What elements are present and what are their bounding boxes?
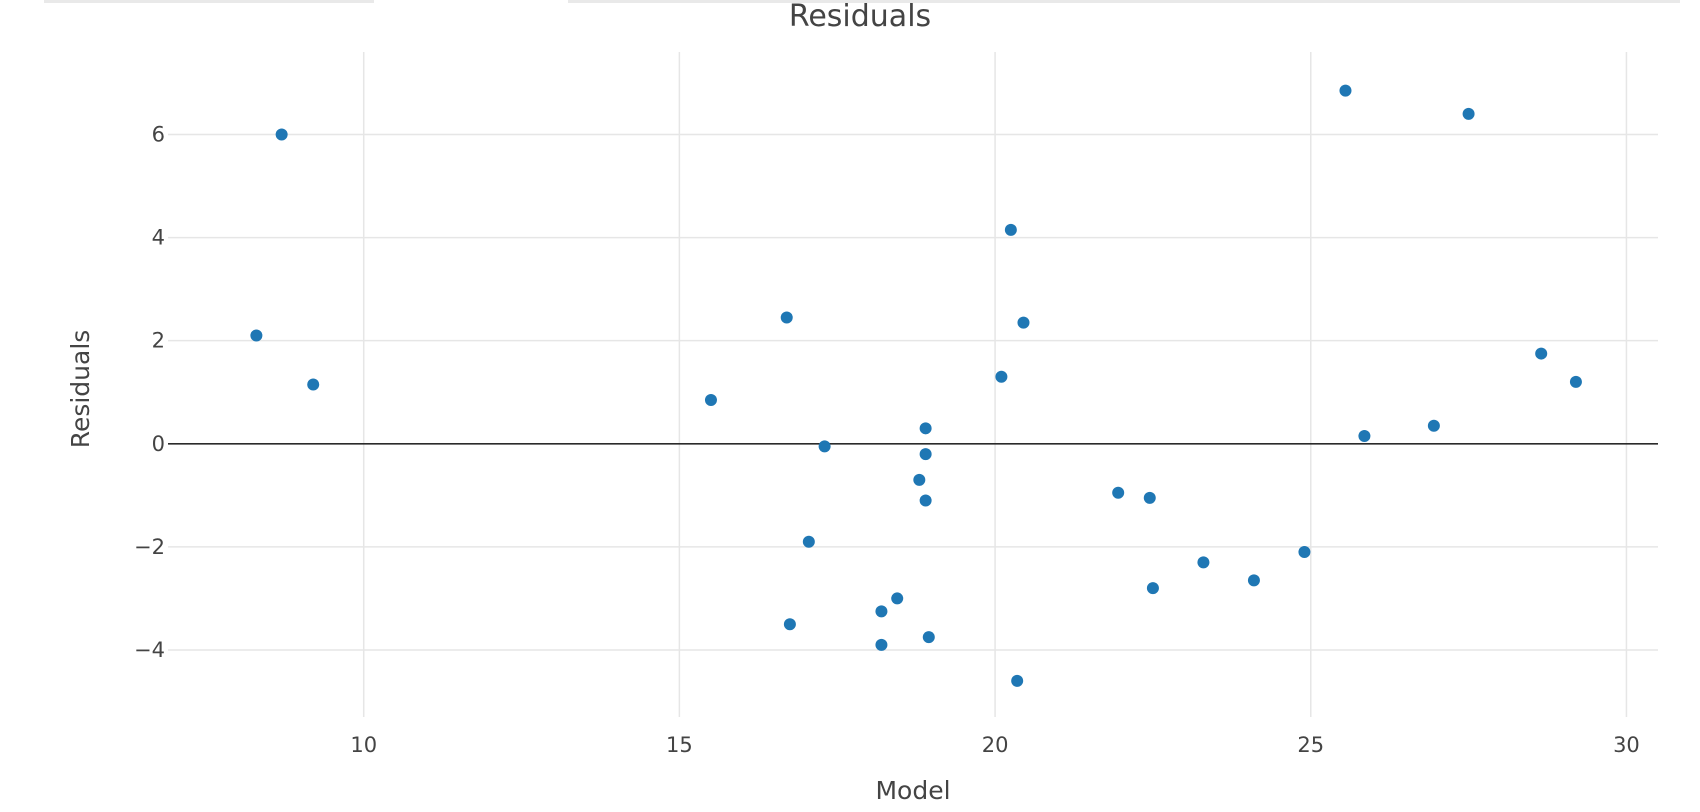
data-point [913, 473, 926, 486]
data-point [1462, 107, 1475, 120]
x-tick-label: 25 [1297, 733, 1324, 757]
x-tick-label: 30 [1613, 733, 1640, 757]
data-point [250, 329, 263, 342]
data-point [1011, 674, 1024, 687]
y-tick-label: −4 [134, 638, 165, 662]
data-point [995, 370, 1008, 383]
y-axis-title: Residuals [66, 330, 95, 449]
y-tick-labels: −4 −2 0 2 4 6 [134, 122, 165, 662]
data-point [783, 618, 796, 631]
data-point [919, 422, 932, 435]
points-layer [250, 84, 1582, 687]
data-point [1298, 546, 1311, 559]
data-point [780, 311, 793, 324]
grid-layer [168, 52, 1658, 717]
data-point [1535, 347, 1548, 360]
x-tick-label: 10 [350, 733, 377, 757]
data-point [1004, 223, 1017, 236]
data-point [1146, 582, 1159, 595]
data-point [307, 378, 320, 391]
x-tick-label: 15 [666, 733, 693, 757]
y-tick-label: 2 [152, 329, 165, 353]
data-point [1112, 486, 1125, 499]
data-point [875, 638, 888, 651]
chart-title: Residuals [789, 0, 931, 34]
tab-strip-right [568, 0, 1680, 3]
y-tick-label: −2 [134, 535, 165, 559]
x-tick-labels: 10 15 20 25 30 [350, 733, 1639, 757]
tab-strip-left [44, 0, 374, 3]
data-point [1143, 491, 1156, 504]
data-point [1339, 84, 1352, 97]
data-point [1569, 375, 1582, 388]
data-point [1358, 430, 1371, 443]
y-tick-label: 0 [152, 432, 165, 456]
y-tick-label: 4 [152, 226, 165, 250]
y-tick-label: 6 [152, 122, 165, 146]
data-point [875, 605, 888, 618]
data-point [1427, 419, 1440, 432]
x-axis-title: Model [875, 776, 950, 805]
data-point [1017, 316, 1030, 329]
data-point [704, 393, 717, 406]
data-point [275, 128, 288, 141]
data-point [919, 448, 932, 461]
data-point [1247, 574, 1260, 587]
data-point [919, 494, 932, 507]
data-point [802, 535, 815, 548]
data-point [922, 631, 935, 644]
data-point [1197, 556, 1210, 569]
data-point [891, 592, 904, 605]
data-point [818, 440, 831, 453]
x-tick-label: 20 [982, 733, 1009, 757]
